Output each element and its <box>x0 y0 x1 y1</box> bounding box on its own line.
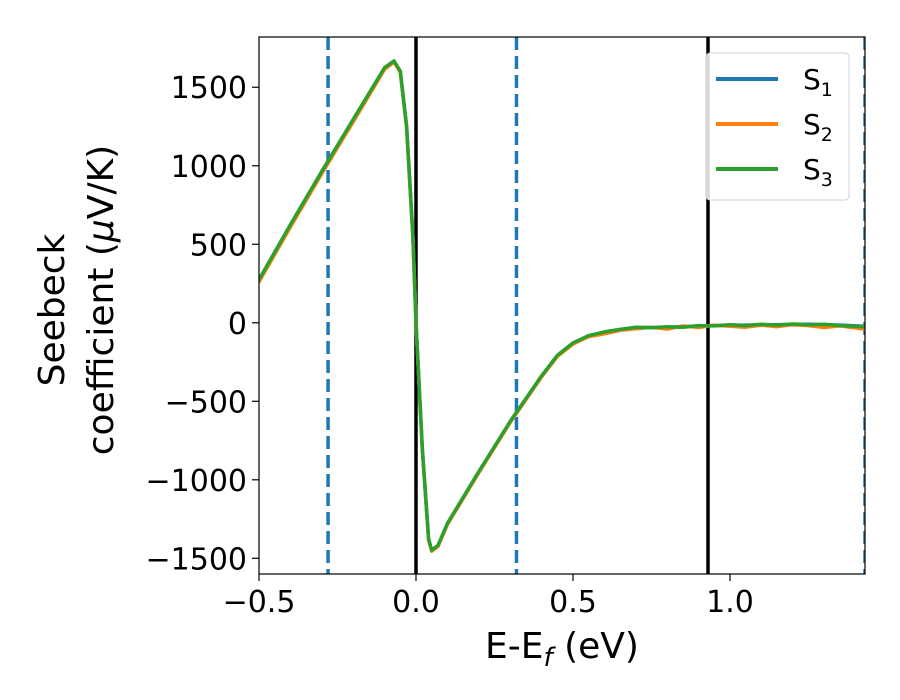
legend-label-s1: S1 <box>803 63 833 101</box>
x-tick-label: −0.5 <box>223 585 296 620</box>
y-tick-label: 1500 <box>171 71 247 106</box>
legend-label-s2: S2 <box>803 108 833 146</box>
y-axis-title: Seebeck coefficient (μV/K) <box>32 145 122 455</box>
y-axis: −1500 −1000 −500 0 500 1000 1500 <box>146 71 259 577</box>
x-axis: −0.5 0.0 0.5 1.0 <box>223 574 754 620</box>
y-tick-label: −1000 <box>146 464 247 499</box>
y-tick-label: 500 <box>190 228 247 263</box>
series-line-s3 <box>259 59 865 552</box>
legend-box <box>705 52 850 201</box>
x-tick-label: 0.0 <box>392 585 440 620</box>
x-axis-title: E-Ef (eV) <box>485 626 639 673</box>
legend: S1 S2 S3 <box>705 52 850 201</box>
y-tick-label: 0 <box>228 307 247 342</box>
plot-frame <box>258 36 866 575</box>
x-tick-label: 0.5 <box>549 585 597 620</box>
y-axis-title-line1: Seebeck <box>32 233 73 386</box>
x-tick-label: 1.0 <box>706 585 754 620</box>
y-tick-label: −1500 <box>146 542 247 577</box>
legend-label-s3: S3 <box>803 153 833 191</box>
y-tick-label: 1000 <box>171 150 247 185</box>
data-series <box>259 59 865 553</box>
y-axis-title-line2: coefficient (μV/K) <box>81 145 122 455</box>
y-tick-label: −500 <box>165 385 247 420</box>
